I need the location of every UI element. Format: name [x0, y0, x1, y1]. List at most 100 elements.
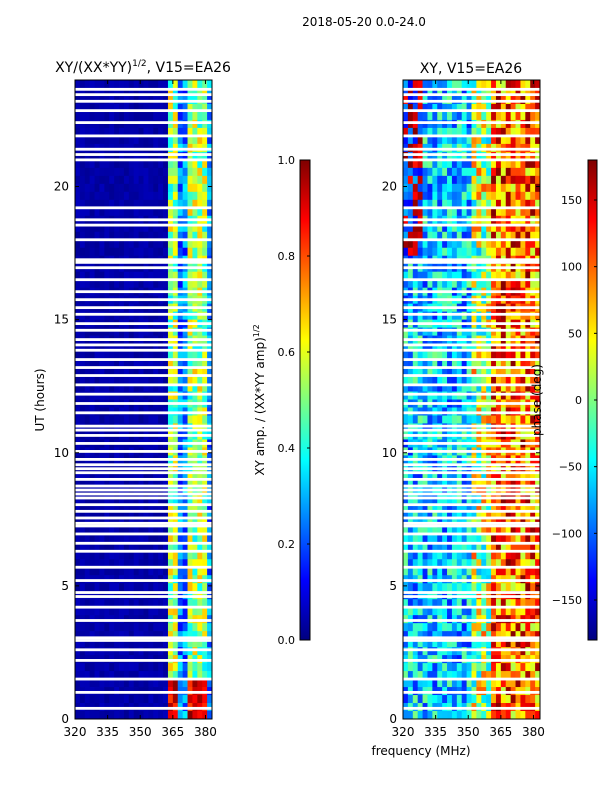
heatmap-cell [510, 511, 516, 520]
heatmap-cell [94, 247, 100, 257]
heatmap-cell [172, 479, 179, 488]
heatmap-cell [495, 375, 502, 384]
heatmap-cell [177, 423, 184, 432]
heatmap-cell [172, 80, 179, 89]
heatmap-cell [104, 199, 110, 209]
heatmap-cell [158, 535, 164, 544]
heatmap-cell [172, 311, 179, 321]
heatmap-cell [89, 103, 95, 113]
heatmap-cell [187, 567, 193, 576]
heatmap-cell [79, 223, 86, 233]
heatmap-cell [422, 583, 428, 592]
heatmap-cell [177, 175, 184, 185]
heatmap-cell [495, 607, 502, 616]
heatmap-cell [451, 239, 458, 249]
heatmap-cell [422, 223, 428, 233]
heatmap-cell [143, 479, 149, 488]
heatmap-cell [510, 543, 516, 552]
heatmap-cell [447, 199, 453, 209]
heatmap-cell [123, 183, 130, 193]
heatmap-row [75, 631, 213, 640]
heatmap-cell [84, 279, 91, 289]
heatmap-cell [486, 663, 492, 672]
heatmap-cell [432, 391, 438, 400]
heatmap-cell [417, 80, 423, 89]
heatmap-cell [138, 559, 144, 568]
heatmap-cell [451, 599, 458, 608]
heatmap-cell [456, 607, 463, 616]
heatmap-cell [123, 671, 130, 680]
heatmap-cell [163, 327, 169, 336]
heatmap-cell [510, 351, 516, 360]
heatmap-cell [167, 679, 174, 688]
heatmap-cell [495, 503, 502, 512]
heatmap-cell [520, 679, 526, 688]
heatmap-cell [123, 567, 130, 576]
heatmap-cell [207, 415, 213, 424]
heatmap-cell [422, 623, 428, 632]
heatmap-cell [79, 663, 86, 672]
heatmap-cell [535, 647, 541, 656]
heatmap-cell [167, 567, 174, 576]
heatmap-cell [403, 583, 409, 592]
heatmap-cell [153, 247, 159, 257]
heatmap-cell [192, 695, 198, 704]
heatmap-row [75, 167, 213, 177]
heatmap-cell [471, 583, 477, 592]
heatmap-cell [495, 327, 502, 336]
heatmap-cell [525, 175, 531, 185]
heatmap-cell [128, 103, 135, 113]
heatmap-cell [128, 239, 135, 249]
heatmap-cell [104, 551, 110, 560]
heatmap-cell [505, 535, 512, 544]
heatmap-cell [520, 695, 526, 704]
heatmap-cell [481, 487, 487, 496]
heatmap-cell [432, 127, 438, 137]
heatmap-cell [119, 191, 125, 201]
heatmap-cell [197, 199, 203, 209]
heatmap-cell [515, 191, 521, 201]
heatmap-cell [114, 207, 120, 217]
heatmap-cell [407, 495, 414, 504]
flagged-row [403, 524, 540, 528]
heatmap-cell [417, 671, 423, 680]
heatmap-cell [495, 679, 502, 688]
heatmap-cell [114, 599, 120, 608]
heatmap-cell [535, 695, 541, 704]
heatmap-cell [466, 511, 472, 520]
heatmap-cell [530, 103, 536, 113]
heatmap-cell [133, 663, 139, 672]
heatmap-cell [138, 503, 144, 512]
heatmap-cell [505, 159, 512, 169]
flagged-row [403, 541, 540, 545]
heatmap-cell [530, 471, 536, 480]
heatmap-cell [94, 695, 100, 704]
heatmap-cell [530, 551, 536, 560]
heatmap-cell [427, 311, 433, 321]
heatmap-cell [114, 383, 120, 392]
heatmap-cell [158, 111, 164, 121]
heatmap-cell [466, 111, 472, 121]
heatmap-cell [202, 183, 208, 193]
heatmap-cell [128, 711, 135, 720]
heatmap-cell [471, 479, 477, 488]
heatmap-cell [407, 535, 414, 544]
heatmap-cell [422, 479, 428, 488]
heatmap-cell [109, 175, 115, 185]
heatmap-cell [520, 367, 526, 376]
heatmap-cell [167, 223, 174, 233]
heatmap-cell [114, 183, 120, 193]
heatmap-cell [177, 151, 184, 161]
heatmap-cell [192, 311, 198, 321]
heatmap-cell [515, 175, 521, 185]
heatmap-cell [138, 511, 144, 520]
heatmap-cell [442, 711, 448, 720]
heatmap-cell [456, 479, 463, 488]
heatmap-cell [510, 151, 516, 161]
heatmap-cell [202, 663, 208, 672]
heatmap-cell [481, 351, 487, 360]
heatmap-cell [447, 567, 453, 576]
heatmap-cell [104, 607, 110, 616]
heatmap-cell [207, 247, 213, 257]
